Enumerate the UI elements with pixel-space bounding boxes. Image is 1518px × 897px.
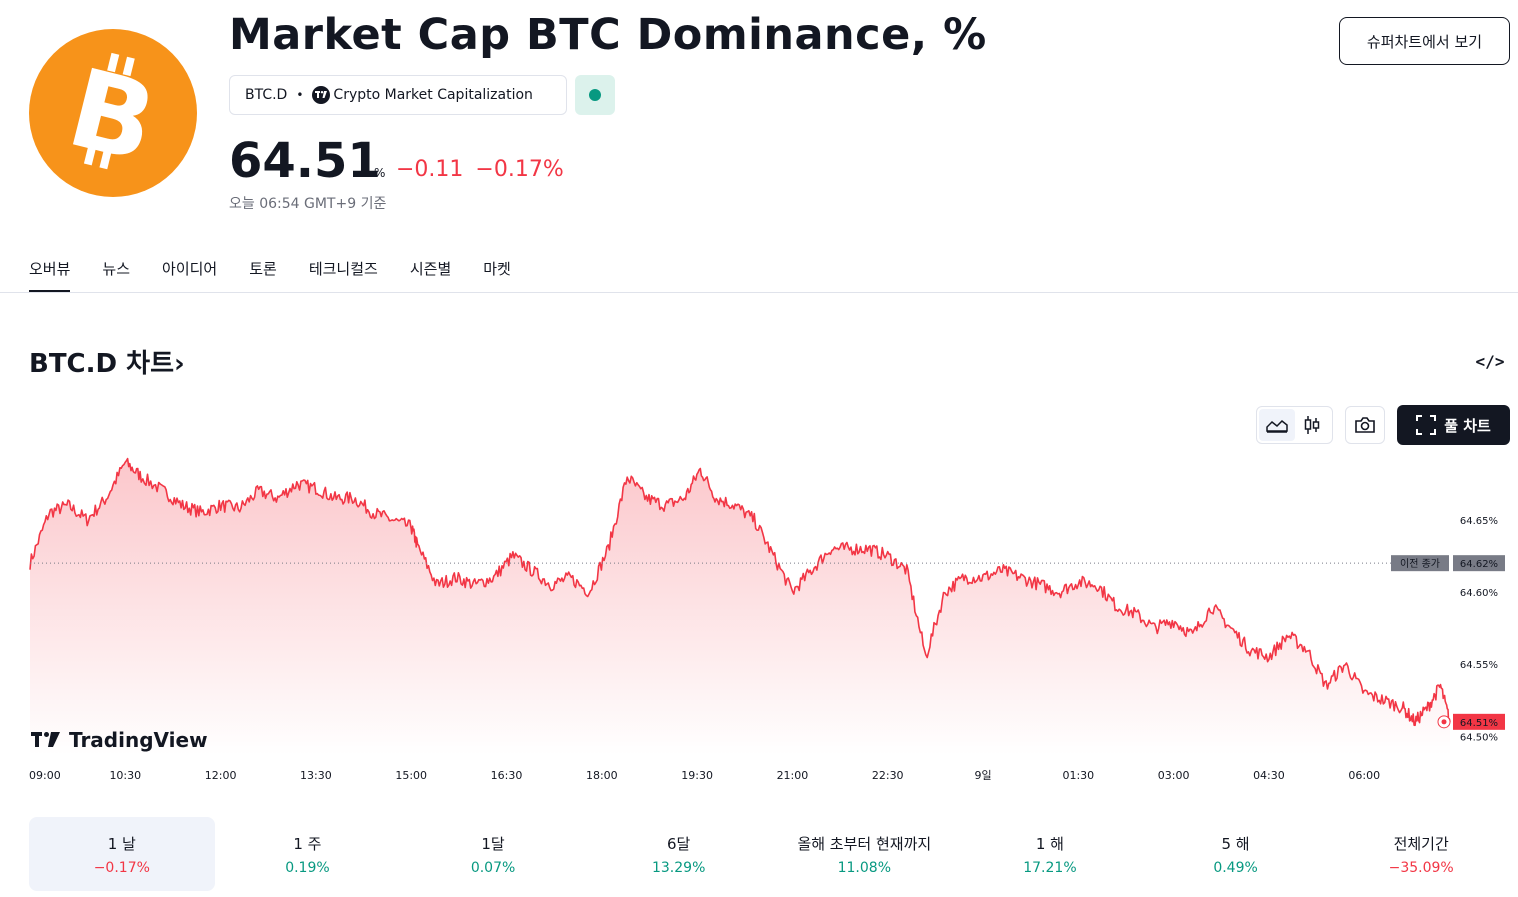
tradingview-watermark: TradingView <box>31 728 208 752</box>
period-performance-bar: 1 날 −0.17% 1 주 0.19% 1달 0.07% 6달 13.29% 올해 초부터 현… <box>29 817 1514 891</box>
last-value-dot <box>1441 719 1447 725</box>
period-option-7[interactable]: 전체기간 −35.09% <box>1328 817 1514 891</box>
area-chart-icon[interactable] <box>1259 409 1295 441</box>
ticker-label: BTC.D <box>245 87 288 103</box>
chart-section-title[interactable]: BTC.D 차트› <box>29 343 185 380</box>
x-tick-label: 21:00 <box>777 769 809 782</box>
period-label: 1달 <box>481 834 505 853</box>
x-tick-label: 15:00 <box>395 769 427 782</box>
x-tick-label: 03:00 <box>1158 769 1190 782</box>
tradingview-brand-text: TradingView <box>69 728 208 752</box>
symbol-info-pill[interactable]: BTC.D • Crypto Market Capitalization <box>229 75 567 115</box>
x-tick-label: 04:30 <box>1253 769 1285 782</box>
last-value-tag <box>1453 713 1505 730</box>
x-tick-label: 12:00 <box>205 769 237 782</box>
x-tick-label: 22:30 <box>872 769 904 782</box>
candlestick-chart-icon[interactable] <box>1295 409 1331 441</box>
open-supercharts-button[interactable]: 슈퍼차트에서 보기 <box>1339 17 1510 65</box>
x-tick-label: 19:30 <box>681 769 713 782</box>
period-option-2[interactable]: 1달 0.07% <box>400 817 586 891</box>
tabs-divider <box>0 292 1518 293</box>
period-change: −0.17% <box>93 859 150 876</box>
y-tick-label: 64.60% <box>1460 588 1498 599</box>
prev-close-tag <box>1391 555 1449 572</box>
price-timestamp: 오늘 06:54 GMT+9 기준 <box>229 196 387 212</box>
period-label: 1 해 <box>1035 834 1064 853</box>
separator-dot: • <box>296 88 304 102</box>
fullscreen-icon <box>1416 415 1437 435</box>
period-option-6[interactable]: 5 해 0.49% <box>1143 817 1329 891</box>
y-tick-label: 64.55% <box>1460 660 1498 671</box>
period-label: 1 주 <box>293 834 322 853</box>
x-tick-label: 06:00 <box>1348 769 1380 782</box>
tab-1[interactable]: 뉴스 <box>102 260 131 278</box>
x-tick-label: 01:30 <box>1062 769 1094 782</box>
prev-close-value: 64.62% <box>1460 559 1498 570</box>
period-label: 5 해 <box>1221 834 1250 853</box>
period-change: 0.07% <box>470 859 516 876</box>
x-tick-label: 13:30 <box>300 769 332 782</box>
market-status-indicator[interactable] <box>575 75 615 115</box>
chart-series-line <box>29 457 1451 727</box>
y-tick-label: 64.65% <box>1460 516 1498 527</box>
x-tick-label: 09:00 <box>29 769 61 782</box>
tab-4[interactable]: 테크니컬즈 <box>308 260 378 278</box>
prev-close-value-tag <box>1453 555 1505 572</box>
period-label: 1 날 <box>107 834 136 853</box>
full-chart-label: 풀 차트 <box>1444 416 1491 435</box>
change-absolute: −0.11 <box>396 157 464 182</box>
section-tabs: 오버뷰 뉴스 아이디어 토론 테크니컬즈 시즌별 마켓 <box>29 252 543 293</box>
period-option-4[interactable]: 올해 초부터 현재까지 11.08% <box>772 817 958 891</box>
period-label: 전체기간 <box>1393 834 1449 853</box>
period-change: 17.21% <box>1023 859 1077 876</box>
period-change: −35.09% <box>1388 859 1454 876</box>
tab-6[interactable]: 마켓 <box>483 260 511 278</box>
period-option-0[interactable]: 1 날 −0.17% <box>29 817 215 891</box>
price-change: −0.11 −0.17% <box>396 157 564 182</box>
period-option-1[interactable]: 1 주 0.19% <box>215 817 401 891</box>
bitcoin-logo-icon: B <box>29 29 197 197</box>
period-change: 0.49% <box>1213 859 1258 876</box>
tab-0[interactable]: 오버뷰 <box>29 252 71 293</box>
period-change: 13.29% <box>651 859 706 876</box>
chevron-right-icon: › <box>174 349 185 379</box>
period-change: 0.19% <box>285 859 330 876</box>
btc-dominance-area-chart[interactable]: 이전 종가 64.62% 64.65% 64.60% 64.55% 64.50% 64.51… <box>0 455 1518 795</box>
change-percent: −0.17% <box>475 157 564 182</box>
full-chart-button[interactable]: 풀 차트 <box>1397 405 1510 445</box>
tab-2[interactable]: 아이디어 <box>162 260 218 278</box>
prev-close-tag-label: 이전 종가 <box>1400 558 1440 570</box>
tradingview-source-icon <box>312 86 331 104</box>
x-tick-label: 18:00 <box>586 769 618 782</box>
period-option-3[interactable]: 6달 13.29% <box>586 817 772 891</box>
chart-title-text: BTC.D 차트 <box>29 349 174 379</box>
price-unit: % <box>374 166 386 180</box>
chart-type-switch <box>1256 406 1333 444</box>
last-value-label: 64.51% <box>1460 718 1498 729</box>
period-change: 11.08% <box>837 859 891 876</box>
tab-5[interactable]: 시즌별 <box>409 260 452 278</box>
period-label: 6달 <box>667 834 691 853</box>
page-title: Market Cap BTC Dominance, % <box>229 10 987 60</box>
status-dot-icon <box>589 89 601 101</box>
camera-icon[interactable] <box>1345 406 1385 444</box>
period-label: 올해 초부터 현재까지 <box>797 834 932 853</box>
period-option-5[interactable]: 1 해 17.21% <box>957 817 1143 891</box>
x-tick-label: 10:30 <box>109 769 141 782</box>
embed-code-icon[interactable]: </> <box>1475 351 1505 371</box>
x-tick-label: 16:30 <box>491 769 523 782</box>
chart-area-fill <box>30 458 1450 755</box>
tradingview-logo-icon <box>31 732 60 747</box>
x-tick-label: 9일 <box>974 768 991 782</box>
tab-3[interactable]: 토론 <box>249 260 277 278</box>
source-label: Crypto Market Capitalization <box>333 87 533 103</box>
last-price: 64.51 <box>229 133 381 189</box>
y-tick-label: 64.50% <box>1460 732 1498 743</box>
